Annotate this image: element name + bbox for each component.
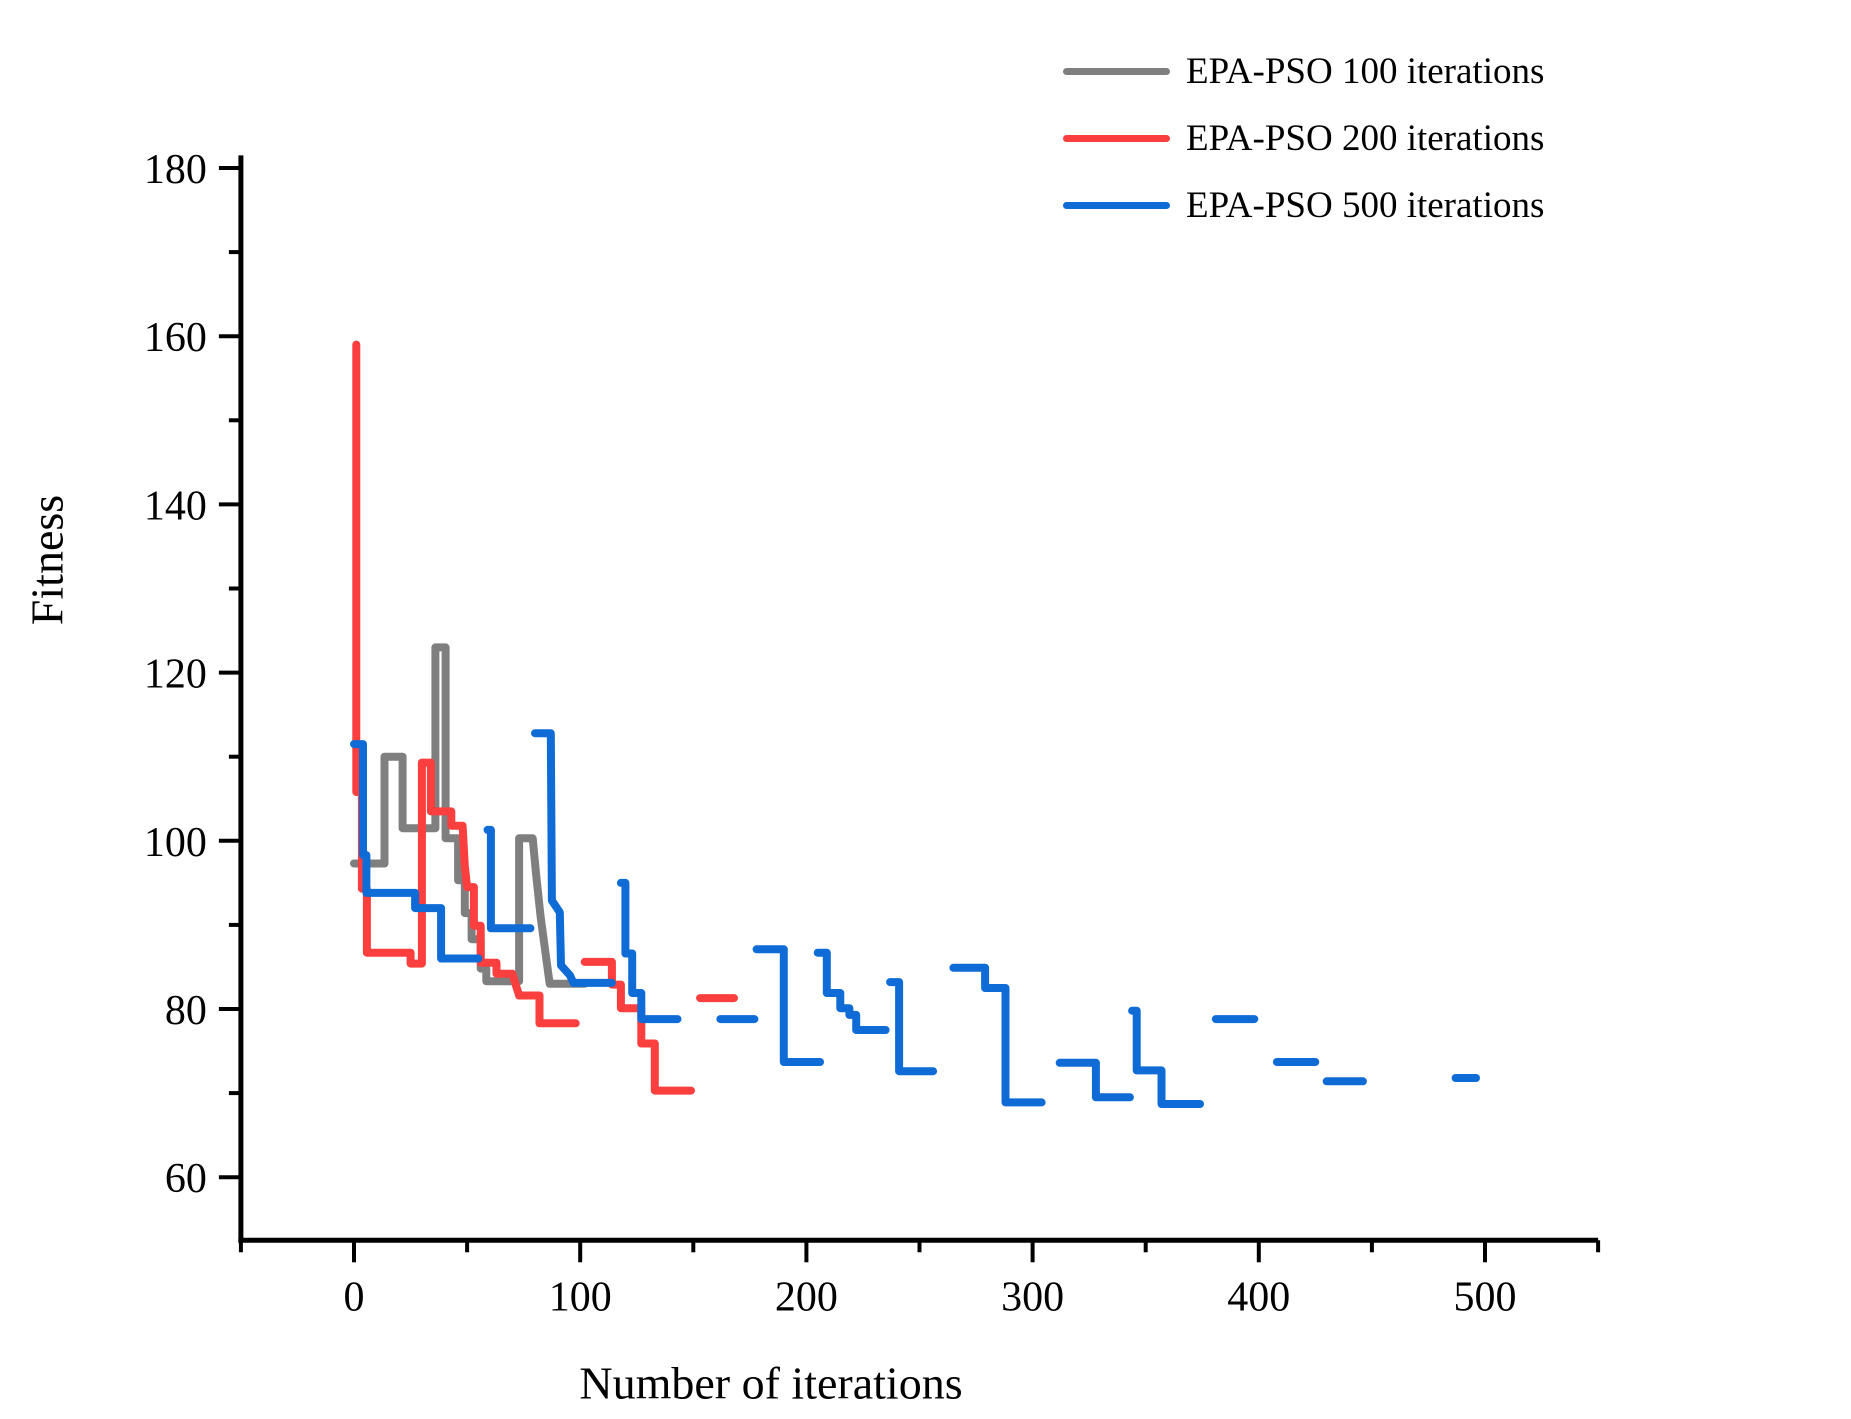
legend-label: EPA-PSO 500 iterations xyxy=(1186,185,1545,226)
legend-line-swatch-blue xyxy=(1063,202,1170,209)
series-line-1 xyxy=(352,340,580,1028)
legend-label: EPA-PSO 100 iterations xyxy=(1186,51,1545,92)
series-line-2 xyxy=(616,878,682,1024)
legend-line-swatch-red xyxy=(1063,135,1170,142)
series-line-2 xyxy=(350,740,483,963)
series-line-2 xyxy=(531,729,616,987)
series-line-2 xyxy=(949,963,1046,1107)
y-tick-label: 60 xyxy=(165,1156,207,1202)
legend: EPA-PSO 100 iterations EPA-PSO 200 itera… xyxy=(1063,38,1544,239)
series-line-2 xyxy=(813,948,890,1034)
y-tick-label: 100 xyxy=(144,820,207,866)
x-tick-label: 200 xyxy=(775,1274,838,1320)
x-tick-label: 0 xyxy=(344,1274,365,1320)
x-tick-label: 300 xyxy=(1001,1274,1064,1320)
x-axis-title: Number of iterations xyxy=(579,1357,963,1409)
y-tick-label: 80 xyxy=(165,988,207,1034)
series-line-2 xyxy=(1128,1006,1204,1108)
x-tick-label: 400 xyxy=(1227,1274,1290,1320)
legend-label: EPA-PSO 200 iterations xyxy=(1186,118,1545,159)
series-line-2 xyxy=(886,978,938,1076)
y-tick-label: 180 xyxy=(144,147,207,193)
y-tick-label: 120 xyxy=(144,652,207,698)
y-tick-label: 160 xyxy=(144,315,207,361)
series-line-2 xyxy=(1055,1058,1134,1102)
series-line-1 xyxy=(580,957,695,1095)
legend-item-epa-pso-500: EPA-PSO 500 iterations xyxy=(1063,172,1544,239)
legend-line-swatch-gray xyxy=(1063,68,1170,75)
series-line-2 xyxy=(483,825,535,933)
legend-item-epa-pso-200: EPA-PSO 200 iterations xyxy=(1063,105,1544,172)
y-tick-label: 140 xyxy=(144,483,207,529)
x-tick-label: 500 xyxy=(1454,1274,1517,1320)
y-axis-title: Fitness xyxy=(21,494,73,626)
series-line-2 xyxy=(752,945,824,1066)
x-tick-label: 100 xyxy=(549,1274,612,1320)
legend-item-epa-pso-100: EPA-PSO 100 iterations xyxy=(1063,38,1544,105)
